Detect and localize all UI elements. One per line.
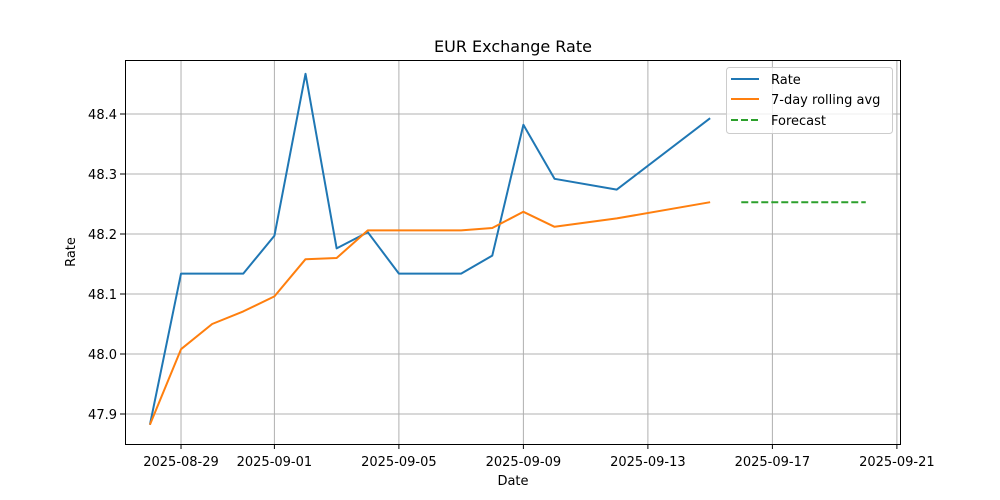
series-layer bbox=[148, 72, 866, 426]
x-tick-label: 2025-09-09 bbox=[486, 455, 562, 470]
legend-label-rolling-avg: 7-day rolling avg bbox=[771, 93, 880, 108]
chart-title: EUR Exchange Rate bbox=[434, 37, 592, 56]
x-axis: 2025-08-29 2025-09-01 2025-09-05 2025-09-09… bbox=[143, 444, 935, 470]
legend: Rate 7-day rolling avg Forecast bbox=[726, 67, 893, 134]
y-tick-label: 48.0 bbox=[88, 348, 117, 363]
x-tick-label: 2025-09-17 bbox=[735, 455, 811, 470]
series-line-7-day-rolling-avg bbox=[148, 201, 711, 426]
x-tick-label: 2025-09-13 bbox=[610, 455, 686, 470]
x-tick-label: 2025-08-29 bbox=[143, 455, 219, 470]
y-tick-label: 47.9 bbox=[88, 408, 117, 423]
y-tick-label: 48.2 bbox=[88, 228, 117, 243]
legend-label-rate: Rate bbox=[771, 73, 801, 88]
y-tick-label: 48.1 bbox=[88, 288, 117, 303]
x-tick-label: 2025-09-05 bbox=[361, 455, 437, 470]
y-tick-label: 48.3 bbox=[88, 168, 117, 183]
y-axis-title: Rate bbox=[64, 237, 79, 267]
y-axis: 47.9 48.0 48.1 48.2 48.3 48.4 bbox=[88, 108, 125, 423]
plot-frame bbox=[125, 60, 901, 445]
x-tick-label: 2025-09-01 bbox=[237, 455, 313, 470]
x-axis-title: Date bbox=[497, 474, 528, 489]
y-tick-label: 48.4 bbox=[88, 108, 117, 123]
grid bbox=[125, 60, 900, 444]
series-line-rate bbox=[148, 72, 711, 426]
legend-label-forecast: Forecast bbox=[771, 114, 826, 129]
x-tick-label: 2025-09-21 bbox=[859, 455, 935, 470]
legend-frame bbox=[726, 67, 893, 134]
